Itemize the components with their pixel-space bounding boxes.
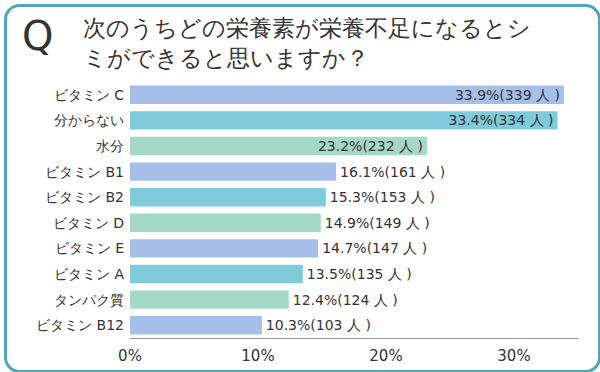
svg-text:20%: 20% — [369, 347, 402, 365]
svg-text:33.4%(334 人 ): 33.4%(334 人 ) — [448, 112, 553, 128]
svg-text:タンパク質: タンパク質 — [54, 292, 124, 308]
svg-text:33.9%(339 人 ): 33.9%(339 人 ) — [455, 87, 560, 103]
svg-text:10%: 10% — [241, 347, 274, 365]
svg-text:次のうちどの栄養素が栄養不足になるとシ: 次のうちどの栄養素が栄養不足になるとシ — [83, 15, 531, 41]
svg-text:ビタミン B1: ビタミン B1 — [45, 164, 124, 180]
svg-text:Q: Q — [22, 13, 53, 59]
svg-text:ビタミン A: ビタミン A — [54, 266, 124, 282]
svg-text:12.4%(124 人 ): 12.4%(124 人 ) — [293, 292, 398, 308]
svg-text:13.5%(135 人 ): 13.5%(135 人 ) — [307, 266, 412, 282]
svg-text:14.9%(149 人 ): 14.9%(149 人 ) — [325, 215, 430, 231]
svg-text:ビタミン C: ビタミン C — [54, 87, 124, 103]
svg-text:ミができると思いますか？: ミができると思いますか？ — [83, 45, 369, 71]
svg-text:15.3%(153 人 ): 15.3%(153 人 ) — [330, 189, 435, 205]
svg-text:10.3%(103 人 ): 10.3%(103 人 ) — [266, 317, 371, 333]
svg-text:ビタミン D: ビタミン D — [53, 215, 124, 231]
svg-text:ビタミン B12: ビタミン B12 — [36, 317, 124, 333]
svg-text:16.1%(161 人 ): 16.1%(161 人 ) — [340, 164, 445, 180]
svg-text:30%: 30% — [497, 347, 530, 365]
svg-text:23.2%(232 人 ): 23.2%(232 人 ) — [318, 138, 423, 154]
svg-text:14.7%(147 人 ): 14.7%(147 人 ) — [322, 240, 427, 256]
svg-text:分からない: 分からない — [54, 112, 124, 128]
svg-text:0%: 0% — [118, 347, 142, 365]
svg-text:水分: 水分 — [96, 138, 124, 154]
svg-text:ビタミン E: ビタミン E — [55, 240, 124, 256]
svg-text:ビタミン B2: ビタミン B2 — [45, 189, 124, 205]
